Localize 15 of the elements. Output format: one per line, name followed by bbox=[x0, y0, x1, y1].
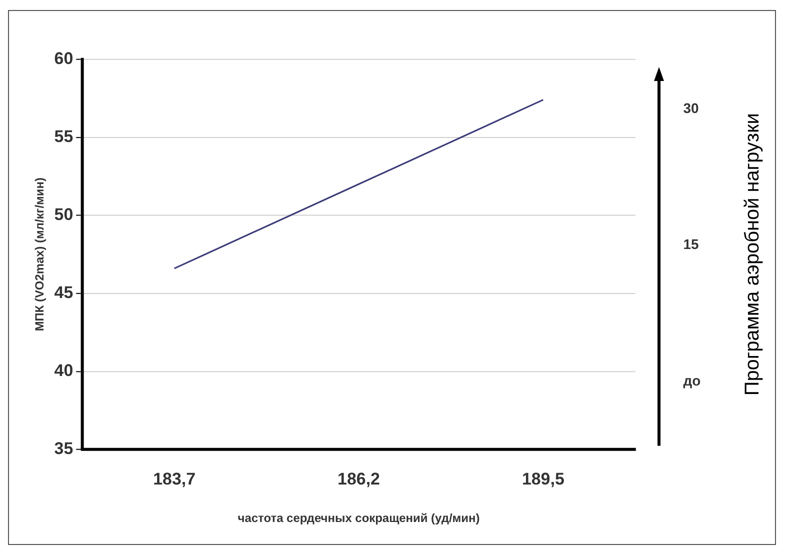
x-tick-label: 186,2 bbox=[338, 469, 380, 488]
y-tick-label: 50 bbox=[54, 205, 74, 224]
y2-tick-label: 30 bbox=[683, 100, 699, 116]
y2-tick-label: 15 bbox=[683, 236, 699, 252]
y-tick-label: 55 bbox=[54, 126, 74, 146]
x-axis-title: частота сердечных сокращений (уд/мин) bbox=[238, 511, 480, 526]
y-tick-label: 60 bbox=[54, 48, 74, 68]
y-tick-label: 40 bbox=[54, 361, 74, 380]
y2-axis-title: Программа аэробной нагрузки bbox=[742, 113, 764, 396]
x-tick-label: 189,5 bbox=[522, 469, 564, 488]
y2-tick-label: до bbox=[683, 372, 701, 388]
x-tick-label: 183,7 bbox=[153, 469, 196, 488]
y-tick-label: 35 bbox=[54, 439, 74, 458]
y-tick-label: 45 bbox=[54, 283, 74, 302]
y-axis-title: МПК (VO2max) (мл/кг/мин) bbox=[32, 178, 46, 332]
